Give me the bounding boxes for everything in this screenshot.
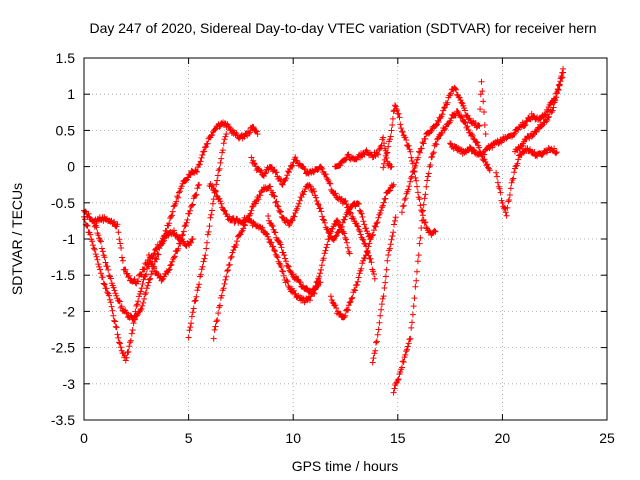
series-arc-17 bbox=[512, 65, 567, 155]
series-arc-13 bbox=[390, 108, 493, 396]
y-tick-label: -1 bbox=[63, 231, 76, 247]
y-tick-label: 1.5 bbox=[56, 50, 76, 66]
y-tick-label: 0 bbox=[67, 159, 75, 175]
series-arc-16 bbox=[493, 144, 560, 219]
plus-markers bbox=[210, 181, 374, 342]
plus-markers bbox=[327, 181, 397, 321]
x-axis-label: GPS time / hours bbox=[292, 458, 399, 474]
series-arc-8 bbox=[265, 213, 353, 297]
series-arc-7 bbox=[248, 154, 378, 282]
plus-markers bbox=[91, 181, 203, 287]
plus-markers bbox=[265, 213, 353, 297]
y-tick-label: -0.5 bbox=[51, 195, 75, 211]
x-tick-label: 20 bbox=[495, 430, 511, 446]
y-tick-label: -1.5 bbox=[51, 267, 75, 283]
chart-title: Day 247 of 2020, Sidereal Day-to-day VTE… bbox=[89, 20, 596, 36]
series-arc-12 bbox=[380, 102, 439, 239]
plus-markers bbox=[185, 131, 230, 341]
x-tick-label: 10 bbox=[285, 430, 301, 446]
plus-markers bbox=[399, 78, 489, 216]
series-arc-14 bbox=[399, 78, 489, 216]
series-arc-11 bbox=[369, 214, 399, 366]
grid-lines bbox=[84, 58, 607, 420]
plus-markers bbox=[248, 154, 378, 282]
y-tick-label: -2 bbox=[63, 303, 76, 319]
y-tick-label: -3 bbox=[63, 376, 76, 392]
series-arc-6 bbox=[210, 181, 374, 342]
y-tick-label: 0.5 bbox=[56, 122, 76, 138]
y-tick-label: 1 bbox=[67, 86, 75, 102]
series-arc-15 bbox=[447, 69, 567, 160]
x-tick-label: 5 bbox=[185, 430, 193, 446]
plus-markers bbox=[493, 144, 560, 219]
y-tick-label: -2.5 bbox=[51, 340, 75, 356]
series-arc-9 bbox=[327, 181, 397, 321]
plus-markers bbox=[447, 69, 567, 160]
x-axis-ticks: 0 5 10 15 20 25 bbox=[80, 58, 615, 446]
plus-markers bbox=[390, 108, 493, 396]
y-tick-label: -3.5 bbox=[51, 412, 75, 428]
x-tick-label: 0 bbox=[80, 430, 88, 446]
plus-markers bbox=[512, 65, 567, 155]
plus-markers bbox=[332, 134, 395, 171]
y-axis-ticks: 1.5 1 0.5 0 -0.5 -1 -1.5 -2 -2.5 -3 -3.5 bbox=[51, 50, 607, 428]
x-tick-label: 25 bbox=[599, 430, 615, 446]
data-markers bbox=[81, 65, 567, 396]
plus-markers bbox=[369, 214, 399, 366]
plus-markers bbox=[380, 102, 439, 239]
series-arc-3 bbox=[91, 181, 203, 287]
x-tick-label: 15 bbox=[390, 430, 406, 446]
series-arc-4 bbox=[185, 131, 230, 341]
series-arc-10 bbox=[332, 134, 395, 171]
y-axis-label: SDTVAR / TECUs bbox=[9, 183, 25, 295]
